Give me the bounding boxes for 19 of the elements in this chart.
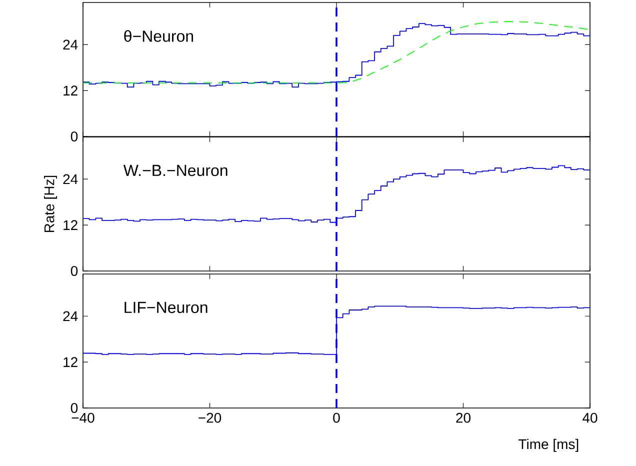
x-tick-label: −40 xyxy=(72,412,94,423)
x-tick-label: −20 xyxy=(198,412,222,423)
y-tick-label: 0 xyxy=(70,266,78,276)
x-axis-title: Time [ms] xyxy=(518,438,578,452)
y-tick-label: 12 xyxy=(64,86,78,96)
text: θ−Neuron xyxy=(124,30,194,42)
y-tick-label: 0 xyxy=(70,132,78,142)
y-tick-label: 24 xyxy=(63,174,78,184)
y-tick-label: 12 xyxy=(64,357,78,367)
y-axis-title: Rate [Hz] xyxy=(44,176,58,232)
text: LIF−Neuron xyxy=(124,302,208,314)
text: W.−B.−Neuron xyxy=(123,164,228,176)
y-tick-label: 0 xyxy=(70,403,78,413)
y-tick-label: 12 xyxy=(64,220,78,230)
y-tick-label: 24 xyxy=(63,40,78,50)
x-tick-label: 20 xyxy=(456,412,470,423)
x-tick-label: 40 xyxy=(582,412,598,423)
y-tick-label: 24 xyxy=(63,311,78,321)
x-tick-label: 0 xyxy=(333,412,340,423)
